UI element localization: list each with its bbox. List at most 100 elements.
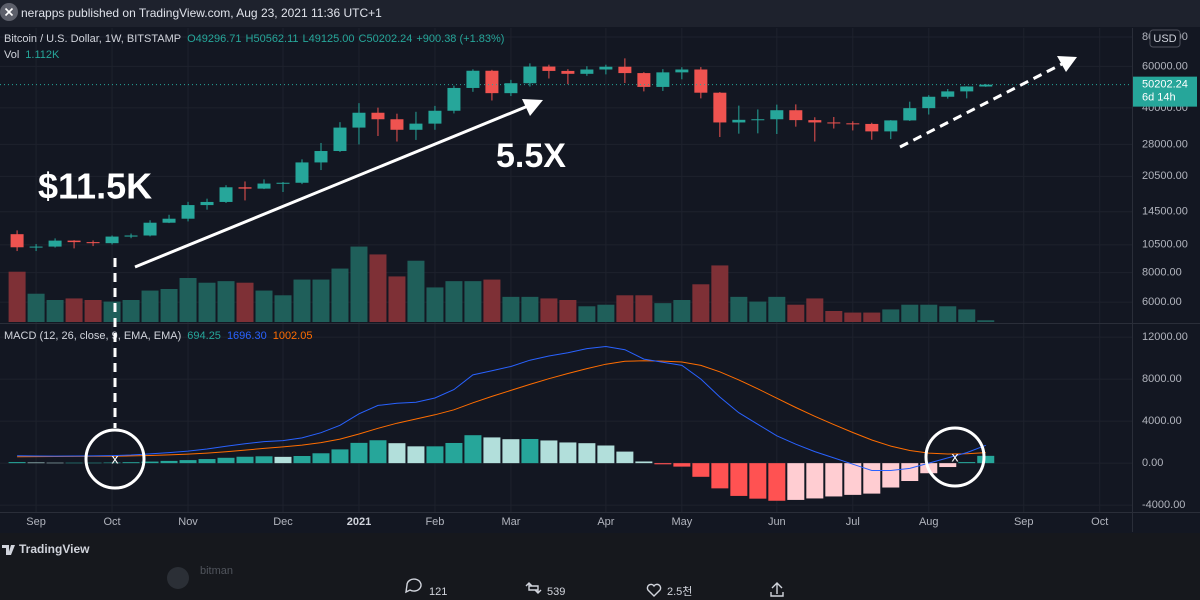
candle-body xyxy=(751,119,765,121)
histogram-bar xyxy=(141,461,159,464)
candle-body xyxy=(713,92,727,123)
histogram-bar xyxy=(844,463,862,495)
volume-bar xyxy=(8,271,26,322)
candle-body xyxy=(143,222,157,236)
candle-body xyxy=(409,123,423,130)
histogram-bar xyxy=(84,462,102,464)
volume-bar xyxy=(920,304,938,322)
like-icon[interactable] xyxy=(646,583,662,597)
volume-bar xyxy=(787,304,805,322)
candle-body xyxy=(48,240,62,247)
volume-bar xyxy=(768,296,786,322)
reply-icon[interactable] xyxy=(405,578,422,594)
volume-bar xyxy=(863,312,881,322)
volume-bar xyxy=(369,254,387,322)
candle-body xyxy=(86,242,100,244)
candle-body xyxy=(675,69,689,73)
volume-bar xyxy=(901,304,919,322)
volume-bar xyxy=(255,290,273,322)
candle-body xyxy=(466,70,480,88)
histogram-bar xyxy=(787,463,805,500)
histogram-value: 694.25 xyxy=(187,330,221,342)
x-tick-label: Jun xyxy=(768,516,786,528)
histogram-bar xyxy=(730,463,748,496)
histogram-bar xyxy=(179,460,197,464)
gain-callout: 5.5X xyxy=(496,137,566,175)
cross-marker: x xyxy=(952,449,959,465)
candle-body xyxy=(295,162,309,183)
candle-body xyxy=(10,234,24,248)
candle-body xyxy=(789,110,803,121)
volume-bar xyxy=(445,281,463,322)
currency-badge[interactable] xyxy=(1149,29,1181,48)
candle-body xyxy=(561,70,575,74)
volume-bar xyxy=(540,298,558,322)
histogram-bar xyxy=(825,463,843,497)
volume-bar xyxy=(293,279,311,322)
author-avatar xyxy=(167,567,189,589)
share-icon[interactable] xyxy=(770,582,784,597)
volume-bar xyxy=(84,300,102,322)
y-tick-label: 20500.00 xyxy=(1142,170,1188,182)
author-name: bitman xyxy=(200,565,233,577)
candle-body xyxy=(257,183,271,189)
histogram-bar xyxy=(882,463,900,488)
histogram-bar xyxy=(863,463,881,494)
histogram-bar xyxy=(369,440,387,464)
projection-arrow xyxy=(899,62,1063,149)
cross-marker: x xyxy=(112,451,119,467)
volume-title: Vol xyxy=(4,49,19,61)
histogram-bar xyxy=(350,442,368,464)
footer xyxy=(0,533,1200,600)
retweet-icon[interactable] xyxy=(525,582,542,594)
volume-bar xyxy=(103,301,121,322)
y-tick-label: 8000.00 xyxy=(1142,267,1182,279)
x-tick-label: Dec xyxy=(273,516,293,528)
volume-bar xyxy=(825,311,843,322)
histogram-bar xyxy=(8,462,26,464)
volume-bar xyxy=(198,282,216,322)
macd-legend: MACD (12, 26, close, 9, EMA, EMA) 694.25 1… xyxy=(4,330,312,342)
histogram-bar xyxy=(901,463,919,482)
candle-body xyxy=(979,84,993,87)
x-tick-label: Aug xyxy=(919,516,939,528)
x-tick-label: Mar xyxy=(501,516,520,528)
macd-value: 1696.30 xyxy=(227,330,267,342)
histogram-bar xyxy=(578,443,596,464)
volume-bar xyxy=(749,301,767,322)
volume-bar xyxy=(692,284,710,322)
volume-bar xyxy=(46,300,64,322)
candle-body xyxy=(105,236,119,244)
y-tick-label: 8000.00 xyxy=(1142,373,1182,385)
y-tick-label: 10500.00 xyxy=(1142,239,1188,251)
volume-last: 1.112K xyxy=(25,49,60,61)
histogram-bar xyxy=(217,457,235,464)
histogram-bar xyxy=(749,463,767,499)
histogram-bar xyxy=(521,438,539,464)
volume-legend: Vol 1.112K xyxy=(4,49,60,61)
candle-body xyxy=(884,120,898,132)
y-tick-label: 28000.00 xyxy=(1142,138,1188,150)
volume-bar xyxy=(312,279,330,322)
volume-bar xyxy=(483,279,501,322)
histogram-bar xyxy=(977,455,995,464)
candle-body xyxy=(770,110,784,120)
x-tick-label: Jul xyxy=(846,516,860,528)
histogram-bar xyxy=(635,461,653,464)
candle-body xyxy=(238,187,252,189)
histogram-bar xyxy=(274,456,292,464)
histogram-bar xyxy=(654,463,672,465)
histogram-bar xyxy=(464,435,482,464)
histogram-bar xyxy=(958,462,976,464)
reply-count: 121 xyxy=(429,586,447,598)
axis-layer: 80000.0060000.0040000.0028000.0020500.00… xyxy=(0,28,1200,532)
volume-bar xyxy=(388,276,406,322)
y-tick-label: 0.00 xyxy=(1142,457,1163,469)
candle-body xyxy=(181,205,195,219)
volume-bar xyxy=(521,296,539,322)
signal-line xyxy=(17,360,986,458)
histogram-bar xyxy=(46,462,64,464)
candle-body xyxy=(447,87,461,111)
volume-bar xyxy=(217,281,235,322)
ohlc-low: L49125.00 xyxy=(303,33,355,45)
